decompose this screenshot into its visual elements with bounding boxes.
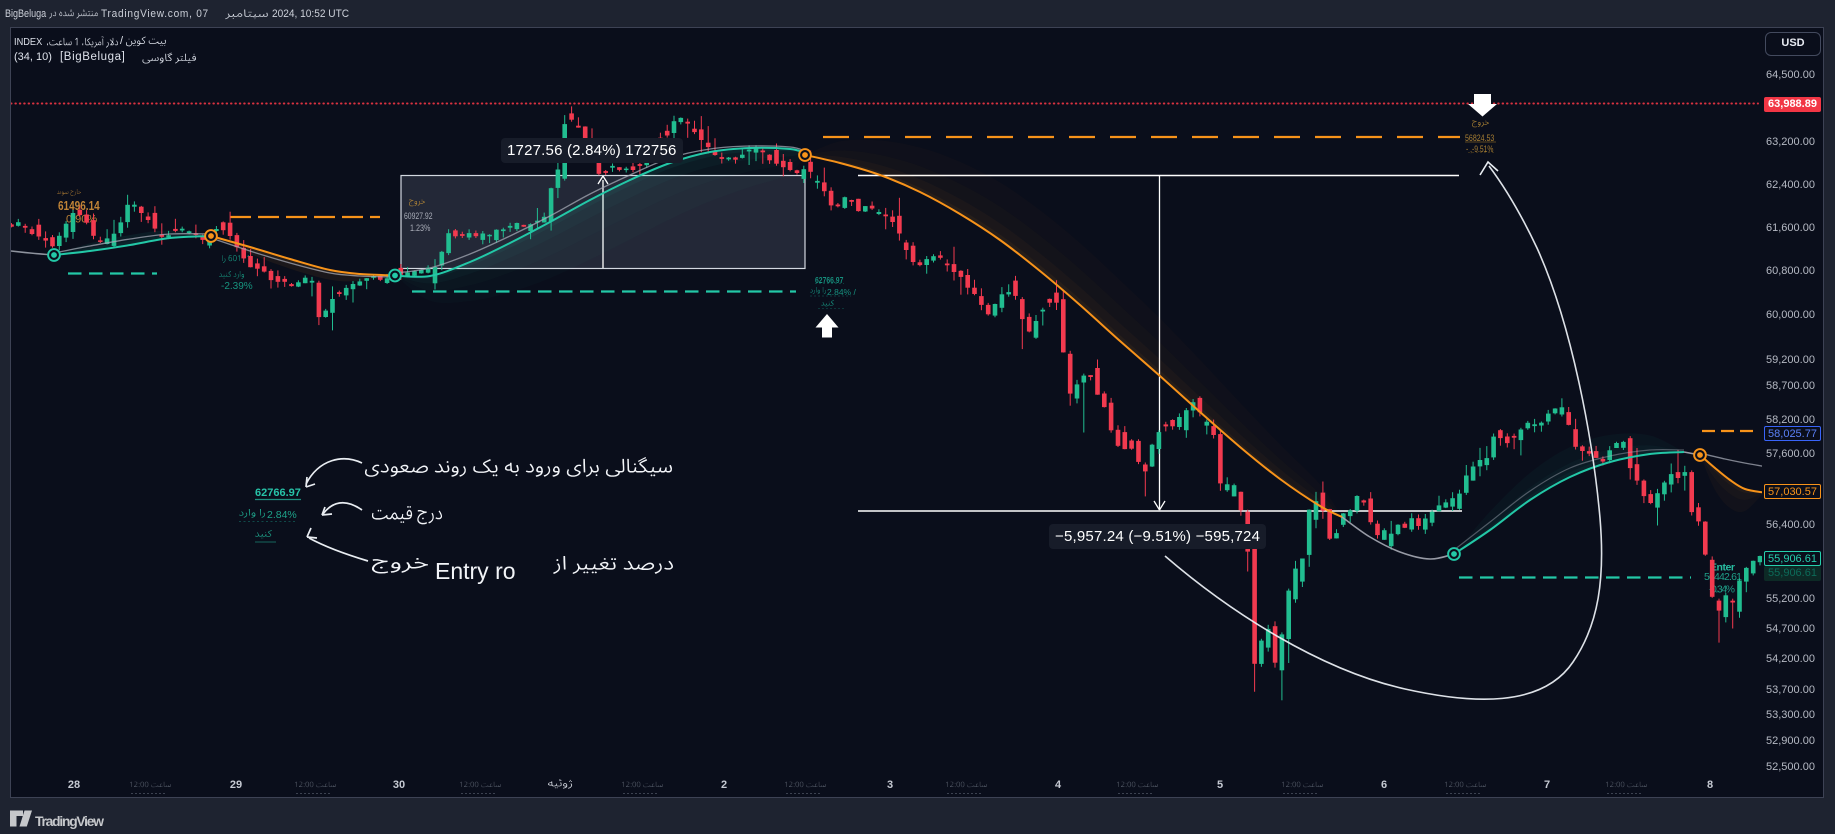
svg-text:-0.34%: -0.34% [1709, 584, 1735, 596]
svg-text:56442.61: 56442.61 [1704, 571, 1742, 583]
svg-text:Enter: Enter [1710, 562, 1735, 574]
svg-text:-2.39%: -2.39% [221, 281, 253, 292]
svg-text:TradingView: TradingView [35, 814, 104, 829]
